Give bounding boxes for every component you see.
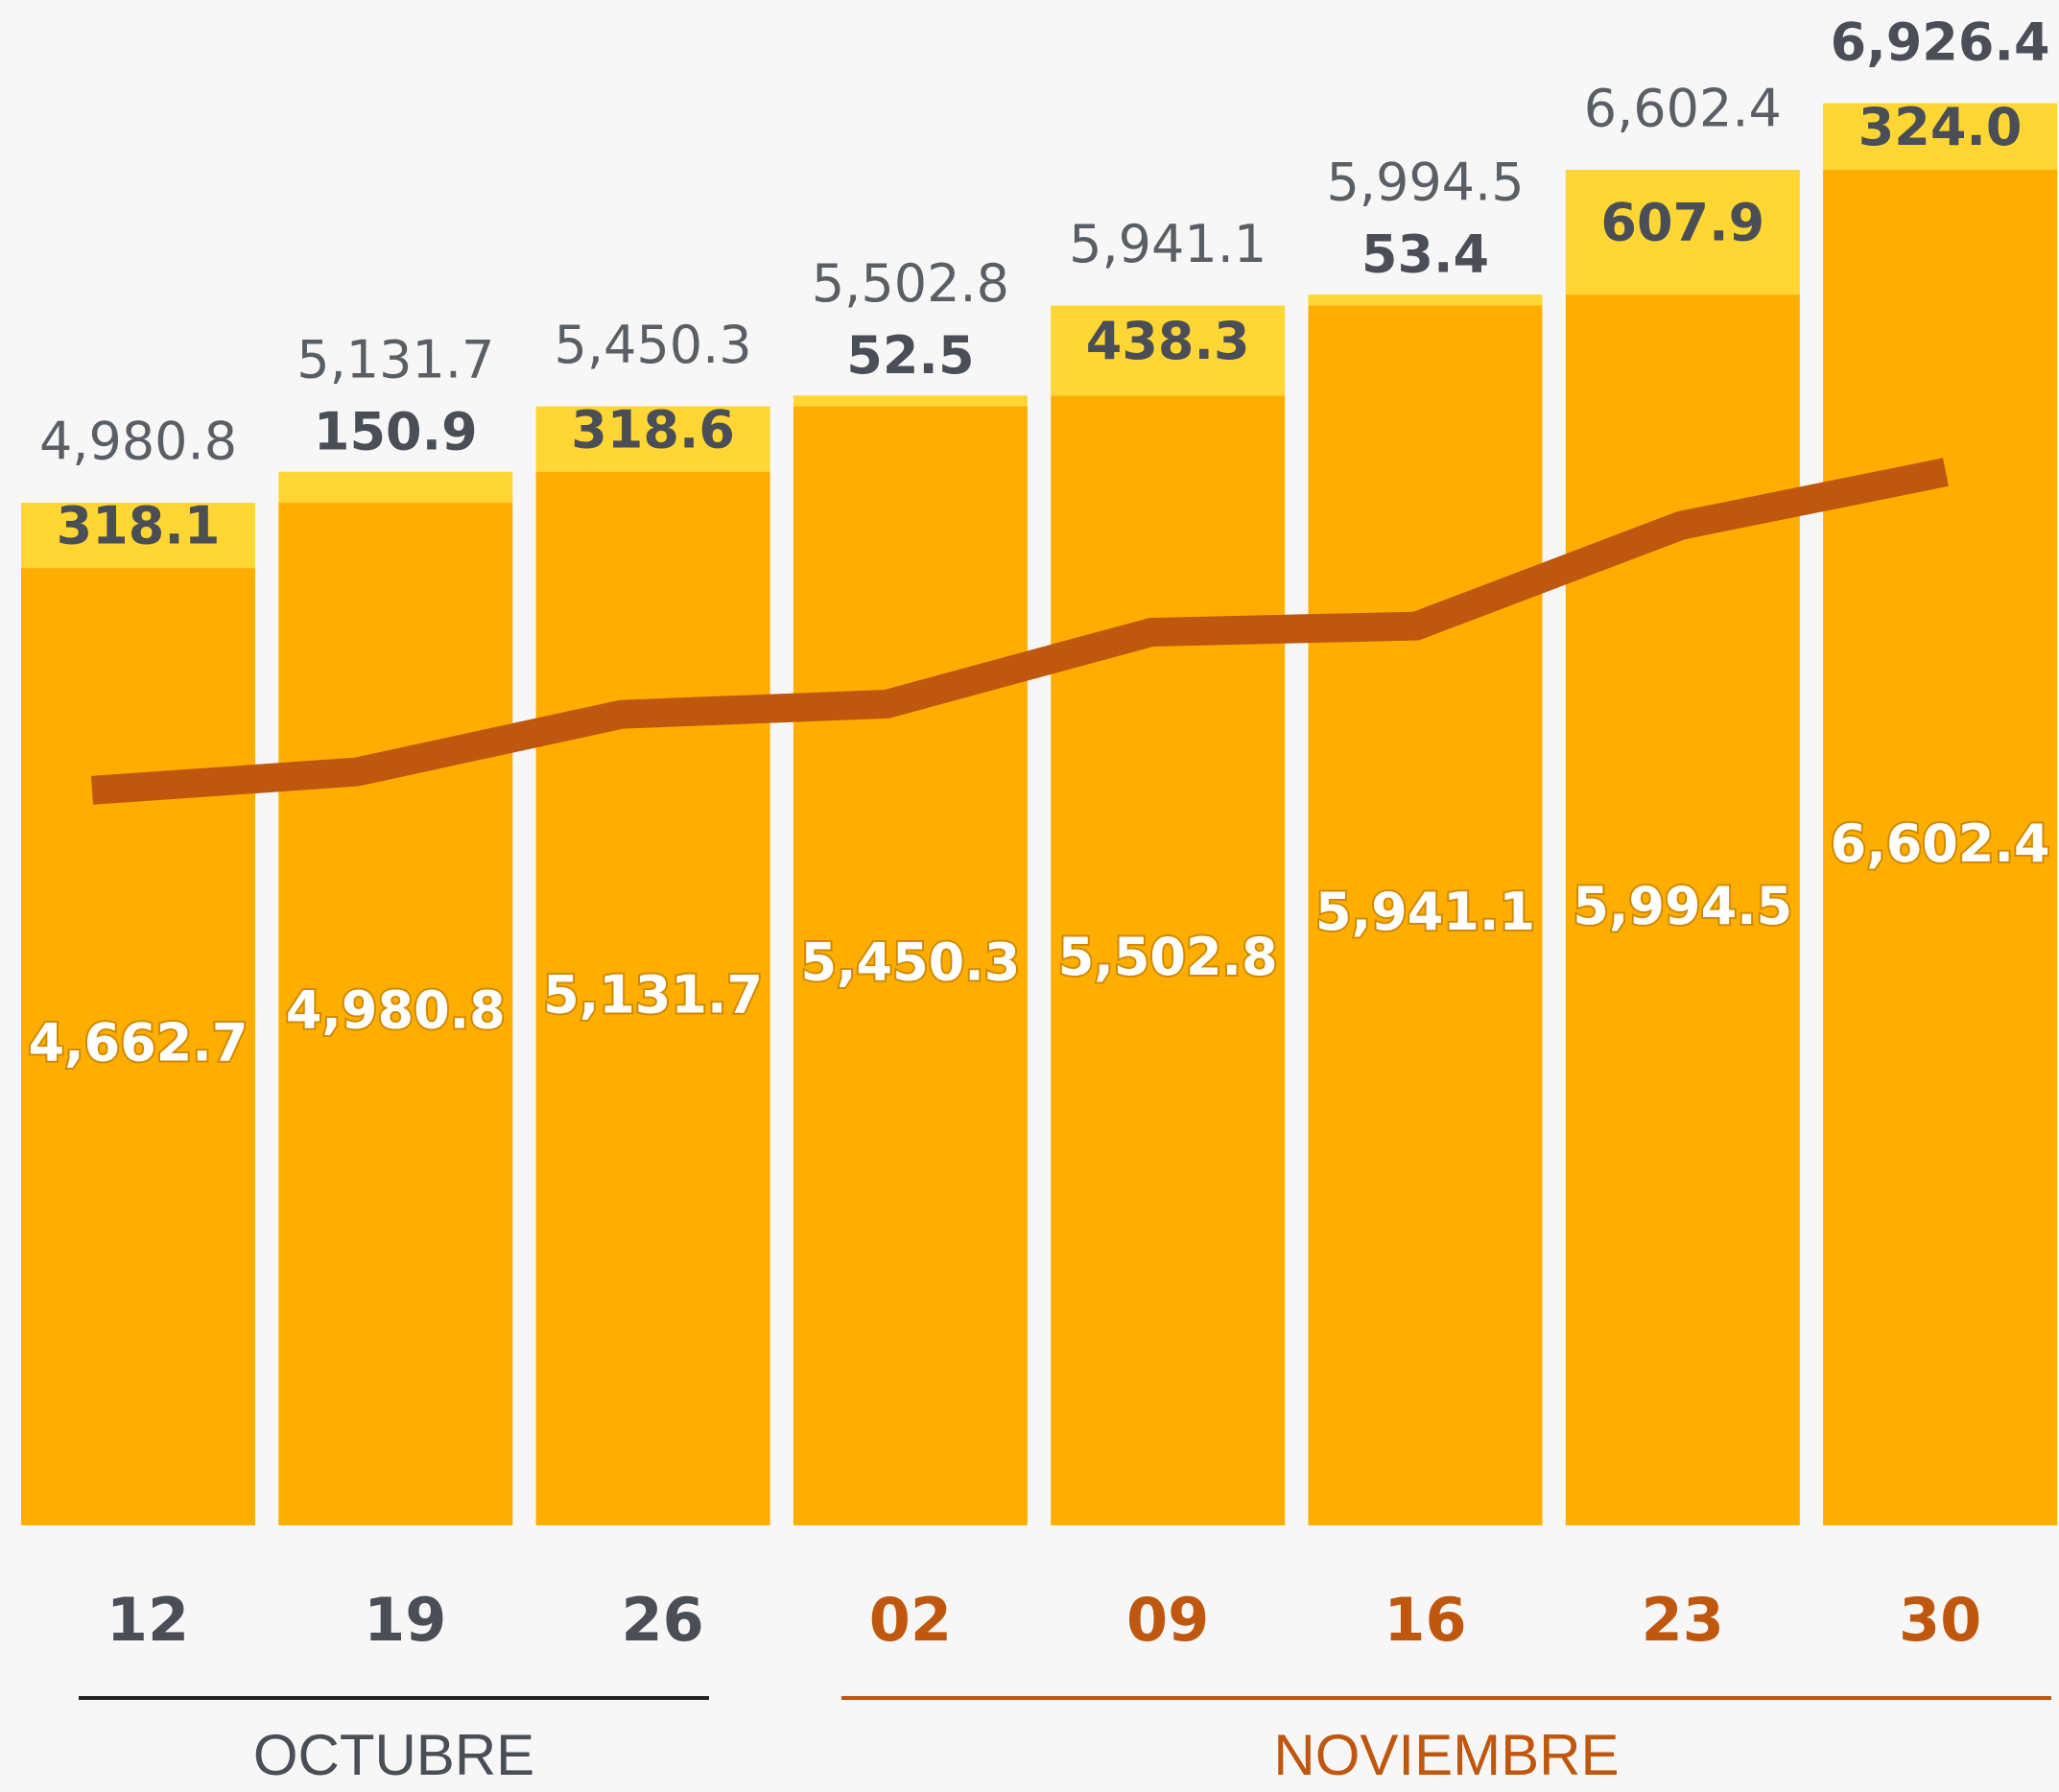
- value-label: 324.0: [1858, 97, 2023, 157]
- total-label: 5,941.1: [1069, 214, 1266, 274]
- x-tick-label: 19: [364, 1585, 446, 1655]
- total-label: 6,926.4: [1831, 12, 2050, 72]
- x-tick-label: 16: [1384, 1585, 1466, 1655]
- bar-segment: [278, 503, 513, 1525]
- total-label: 5,450.3: [555, 315, 752, 375]
- bar-segment: [1051, 395, 1286, 1526]
- total-label: 5,131.7: [296, 329, 494, 389]
- value-label: 5,941.1: [1315, 882, 1535, 942]
- bar-segment: [1051, 305, 1286, 396]
- value-label: 5,502.8: [1058, 927, 1278, 987]
- total-label: 4,980.8: [39, 412, 237, 472]
- value-label: 150.9: [314, 401, 478, 461]
- value-label: 5,450.3: [800, 931, 1020, 992]
- value-label: 318.6: [571, 399, 735, 460]
- value-label: 52.5: [846, 325, 974, 386]
- x-tick-label: 30: [1899, 1585, 1981, 1655]
- bar-segment: [1565, 169, 1800, 295]
- x-tick-label: 23: [1642, 1585, 1724, 1655]
- total-label: 6,602.4: [1584, 79, 1782, 139]
- bar-segment: [535, 471, 770, 1526]
- bar-segment: [1308, 305, 1543, 1525]
- value-label: 4,662.7: [29, 1013, 248, 1073]
- value-label: 5,994.5: [1573, 876, 1792, 936]
- value-label: 53.4: [1361, 224, 1489, 285]
- bar-segment: [535, 406, 770, 472]
- value-label: 5,131.7: [543, 965, 763, 1026]
- bar-segment: [278, 471, 513, 504]
- bar-segment: [21, 503, 255, 569]
- group-label: OCTUBRE: [253, 1723, 534, 1787]
- value-label: 318.1: [57, 496, 221, 556]
- x-tick-label: 09: [1126, 1585, 1209, 1655]
- x-tick-label: 02: [869, 1585, 952, 1655]
- bar-segment: [1823, 169, 2058, 1526]
- bar-segment: [793, 406, 1028, 1526]
- bar-segment: [1823, 103, 2058, 170]
- value-label: 607.9: [1600, 193, 1764, 253]
- trend-line: [90, 458, 1949, 805]
- total-label: 5,502.8: [812, 253, 1009, 314]
- value-label: 4,980.8: [286, 980, 506, 1041]
- value-label: 6,602.4: [1831, 813, 2050, 874]
- group-label: NOVIEMBRE: [1273, 1723, 1619, 1787]
- x-tick-label: 26: [621, 1585, 703, 1655]
- bar-segment: [21, 568, 255, 1525]
- value-label: 438.3: [1086, 311, 1250, 371]
- total-label: 5,994.5: [1326, 153, 1524, 213]
- x-tick-label: 12: [106, 1585, 189, 1655]
- bar-segment: [1308, 295, 1543, 306]
- bar-segment: [793, 395, 1028, 407]
